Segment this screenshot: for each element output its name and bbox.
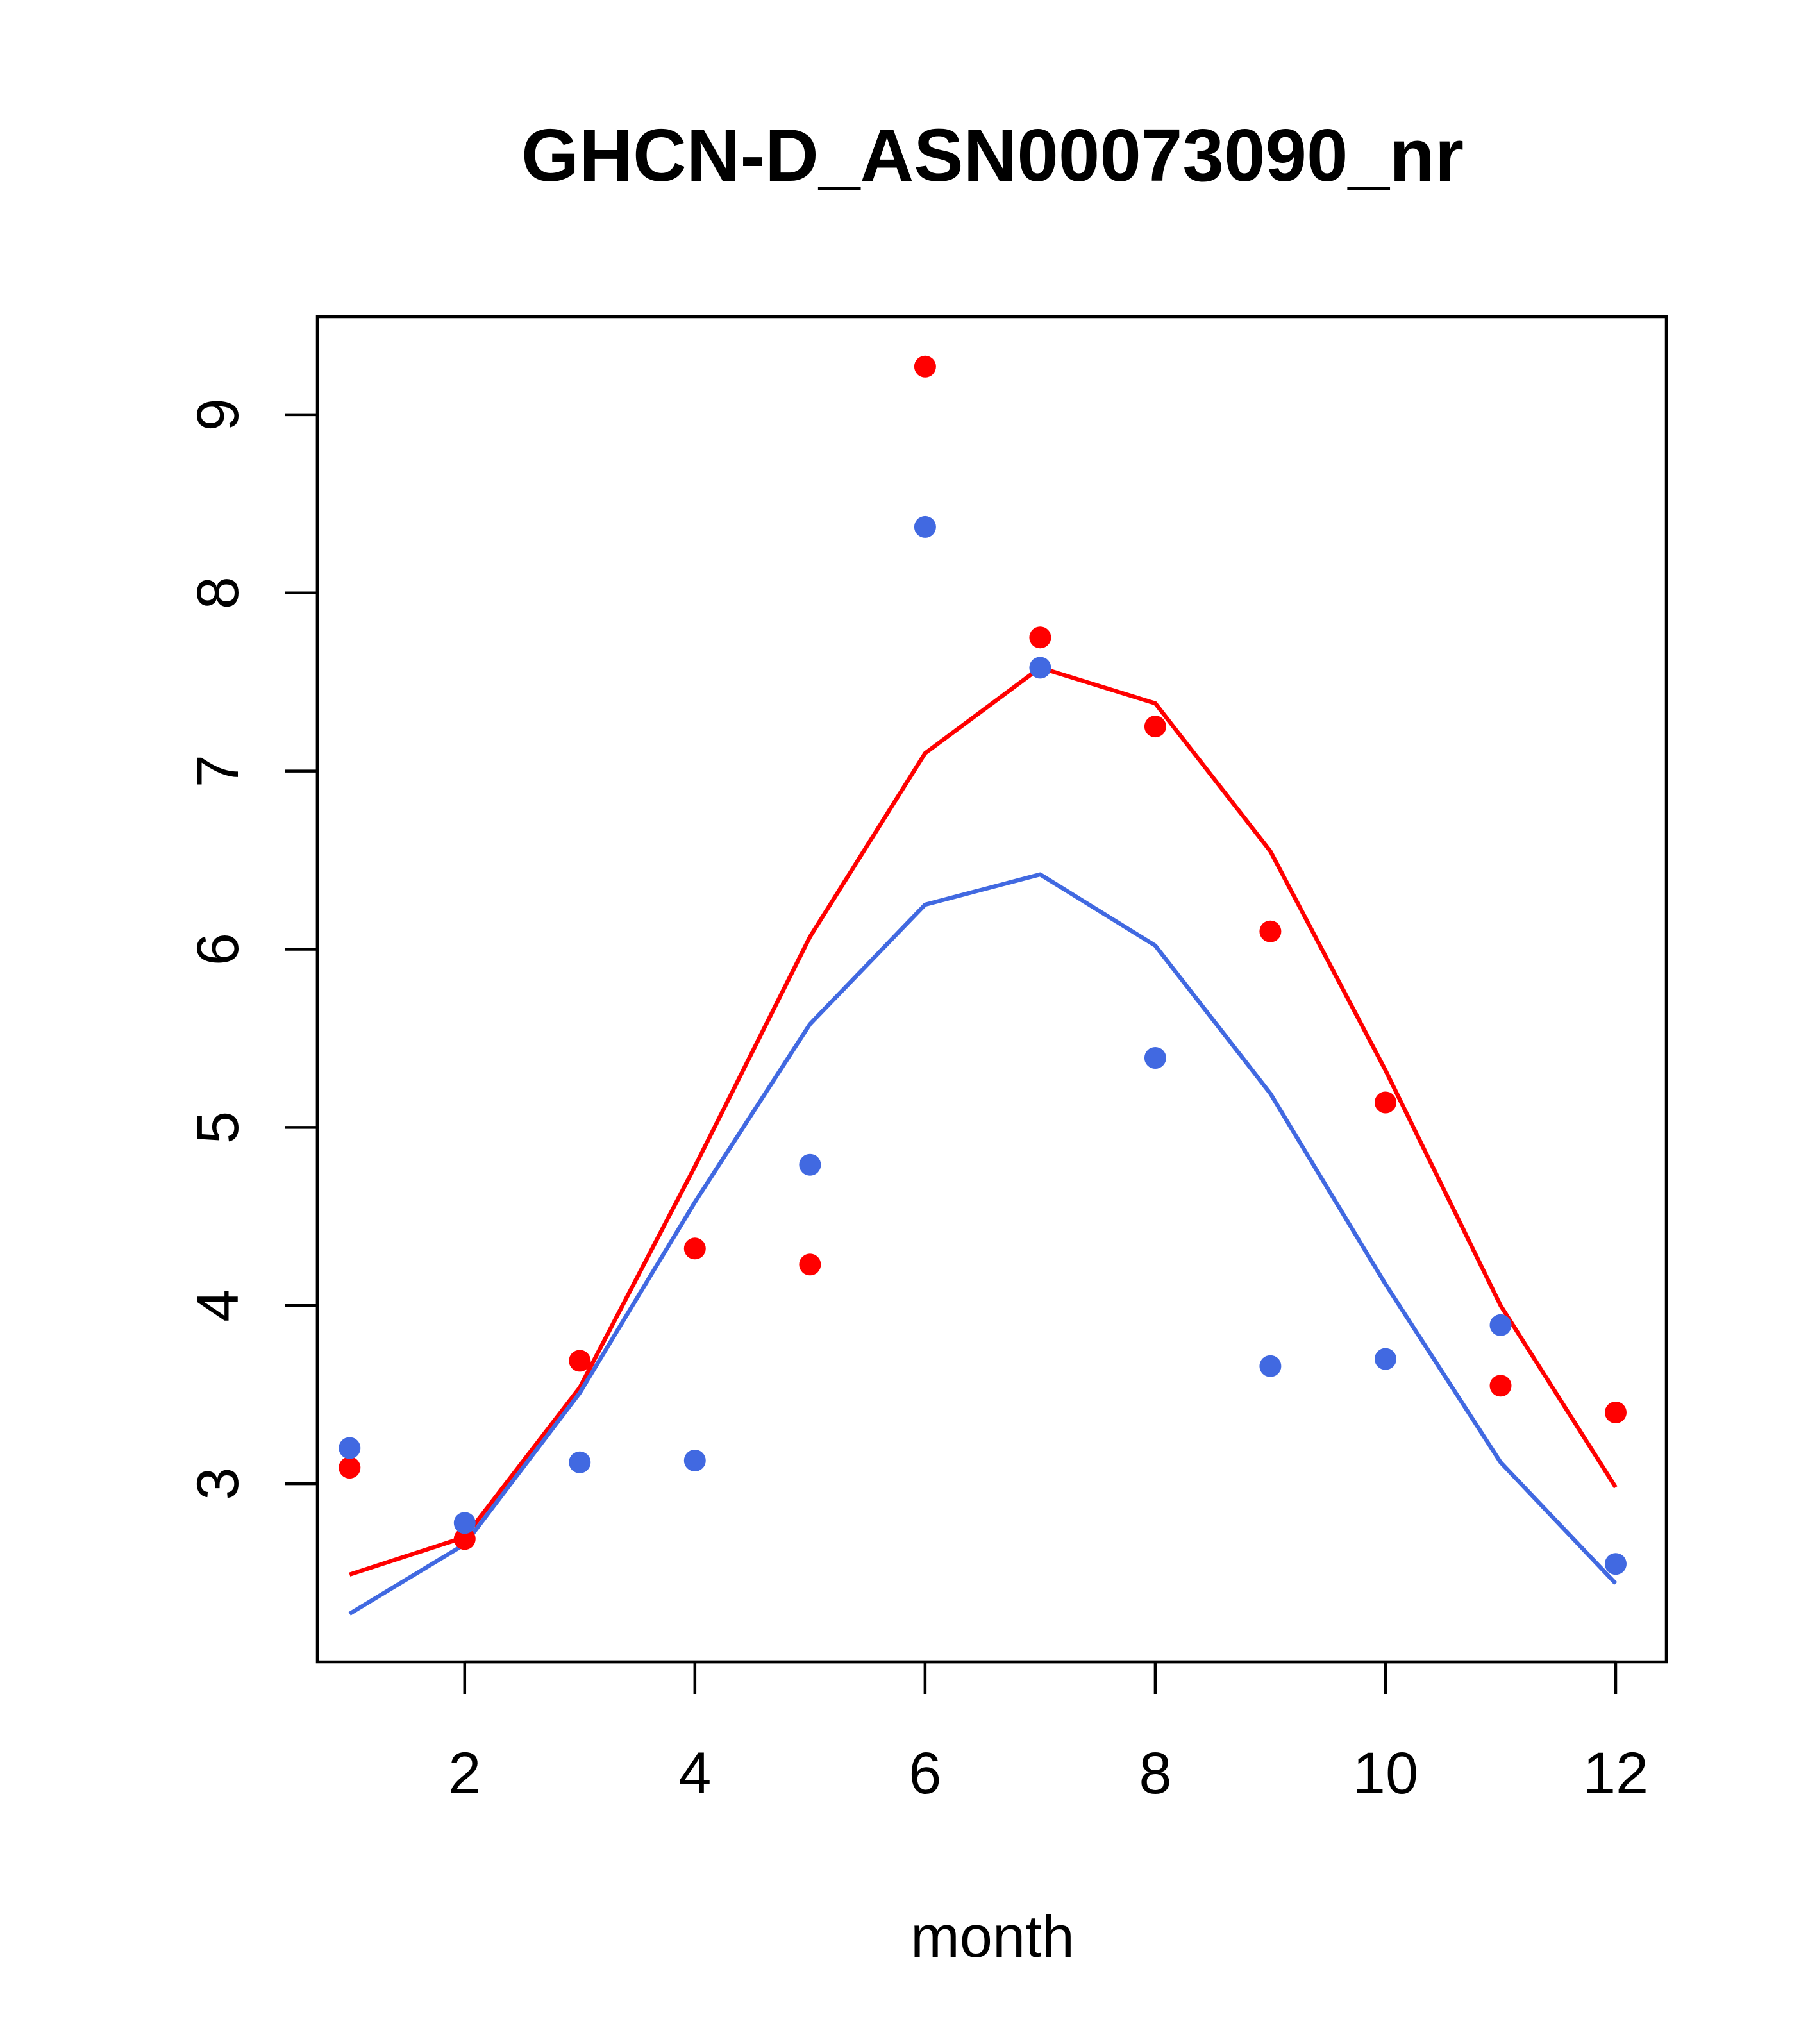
series-1-point: [339, 1457, 361, 1479]
x-tick-label: 12: [1583, 1741, 1648, 1806]
series-2-point: [1029, 657, 1051, 679]
y-tick-label: 5: [185, 1111, 251, 1144]
series-2-line: [348, 872, 1618, 1616]
series-2-point: [799, 1153, 821, 1176]
y-axis: 3 4 5 6 7 8 9: [185, 398, 319, 1500]
series-2-point: [683, 1450, 706, 1471]
series-1-point: [1029, 626, 1051, 649]
series-1-point: [1375, 1091, 1396, 1114]
series-2-point: [1489, 1314, 1512, 1336]
series-1-point: [799, 1253, 821, 1276]
series-2-point: [914, 515, 936, 538]
series-2-point: [569, 1451, 591, 1473]
plot-frame: [315, 315, 1668, 1664]
x-tick-label: 8: [1139, 1741, 1171, 1806]
y-tick-label: 4: [185, 1289, 251, 1322]
x-tick-label: 10: [1353, 1741, 1418, 1806]
x-tick-label: 4: [678, 1741, 711, 1806]
series-1-point: [1489, 1375, 1512, 1397]
y-tick-label: 6: [185, 933, 251, 966]
series-2-point: [1144, 1047, 1166, 1069]
x-tick-label: 2: [448, 1741, 481, 1806]
series-1-point: [453, 1528, 476, 1550]
series-1-point: [914, 355, 936, 378]
series-2-point: [1605, 1553, 1627, 1575]
y-tick-label: 9: [185, 398, 251, 431]
series-2-point: [453, 1512, 476, 1534]
x-tick-label: 6: [908, 1741, 941, 1806]
series-1-point: [569, 1350, 591, 1372]
series-1-point: [683, 1237, 706, 1260]
y-tick-label: 7: [185, 755, 251, 787]
x-axis-label: month: [910, 1904, 1075, 1970]
chart-title: GHCN-D_ASN00073090_nr: [521, 113, 1464, 197]
y-tick-label: 8: [185, 576, 251, 609]
series-1-line: [349, 666, 1618, 1577]
series-1-point: [1259, 920, 1282, 942]
y-tick-label: 3: [185, 1468, 251, 1500]
series-1-point: [1605, 1402, 1627, 1423]
series-2-point: [1375, 1348, 1396, 1370]
x-axis: 2 4 6 8 10 12: [448, 1660, 1648, 1806]
series-layer: [339, 355, 1627, 1616]
series-2-point: [339, 1437, 361, 1459]
series-2-point: [1259, 1355, 1282, 1377]
series-1-point: [1144, 716, 1166, 738]
